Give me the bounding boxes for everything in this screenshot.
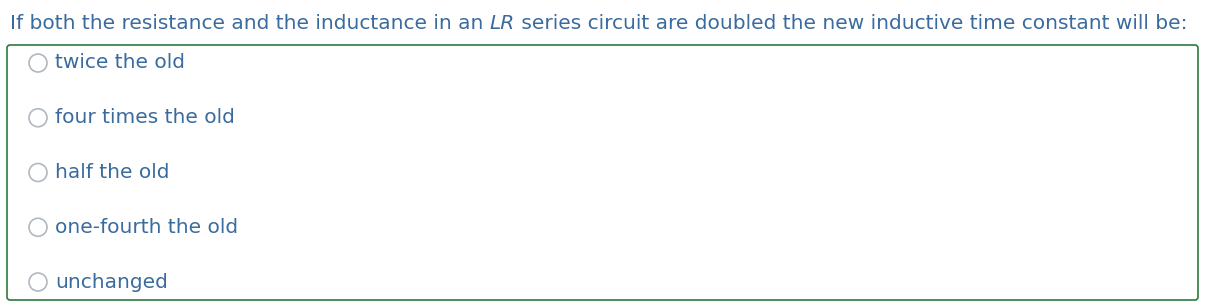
Text: twice the old: twice the old bbox=[55, 53, 186, 72]
Text: four times the old: four times the old bbox=[55, 108, 235, 127]
Text: LR: LR bbox=[489, 14, 515, 33]
Text: If both the resistance and the inductance in an: If both the resistance and the inductanc… bbox=[10, 14, 489, 33]
Text: unchanged: unchanged bbox=[55, 272, 167, 291]
FancyBboxPatch shape bbox=[7, 45, 1198, 300]
Circle shape bbox=[29, 218, 47, 236]
Circle shape bbox=[29, 273, 47, 291]
Circle shape bbox=[29, 54, 47, 72]
Circle shape bbox=[29, 163, 47, 182]
Text: half the old: half the old bbox=[55, 163, 170, 182]
Circle shape bbox=[29, 109, 47, 127]
Text: one-fourth the old: one-fourth the old bbox=[55, 218, 239, 237]
Text: series circuit are doubled the new inductive time constant will be:: series circuit are doubled the new induc… bbox=[515, 14, 1187, 33]
